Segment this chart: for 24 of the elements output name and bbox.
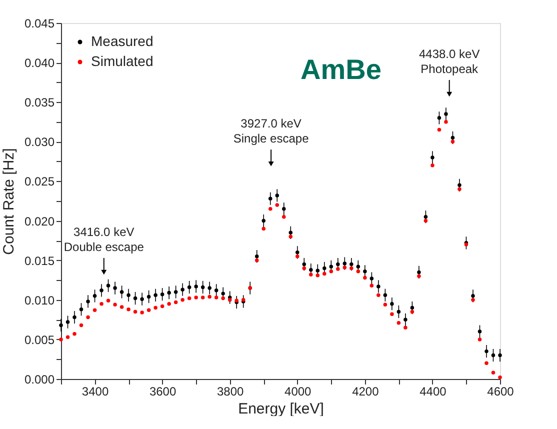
y-tick-label: 0.000: [24, 372, 55, 386]
x-tick-label: 4600: [487, 384, 514, 398]
y-axis-title: Count Rate [Hz]: [0, 148, 18, 255]
x-tick-label: 4200: [352, 384, 380, 398]
annotation: 4438.0 keV Photopeak: [418, 46, 480, 76]
legend-label: Simulated: [91, 53, 154, 69]
x-tick-label: 3600: [149, 384, 176, 398]
legend-label: Measured: [91, 33, 154, 49]
x-tick-label: 3400: [82, 384, 109, 398]
y-tick-label: 0.030: [24, 135, 55, 150]
annotation: 3416.0 keV Double escape: [64, 224, 144, 254]
x-tick-label: 4400: [420, 384, 447, 398]
y-tick-label: 0.020: [24, 214, 55, 228]
y-tick-label: 0.035: [24, 96, 55, 110]
y-tick-label: 0.005: [24, 332, 55, 347]
y-tick-label: 0.015: [24, 254, 55, 268]
x-tick-label: 4000: [284, 384, 312, 398]
y-tick-label: 0.045: [24, 16, 55, 30]
annotation: AmBe: [300, 54, 382, 85]
x-tick-label: 3800: [216, 384, 244, 398]
y-tick-label: 0.040: [24, 56, 55, 70]
y-tick-label: 0.010: [24, 293, 55, 308]
annotation: 3927.0 keV Single escape: [233, 116, 310, 146]
y-tick-label: 0.025: [24, 174, 55, 189]
